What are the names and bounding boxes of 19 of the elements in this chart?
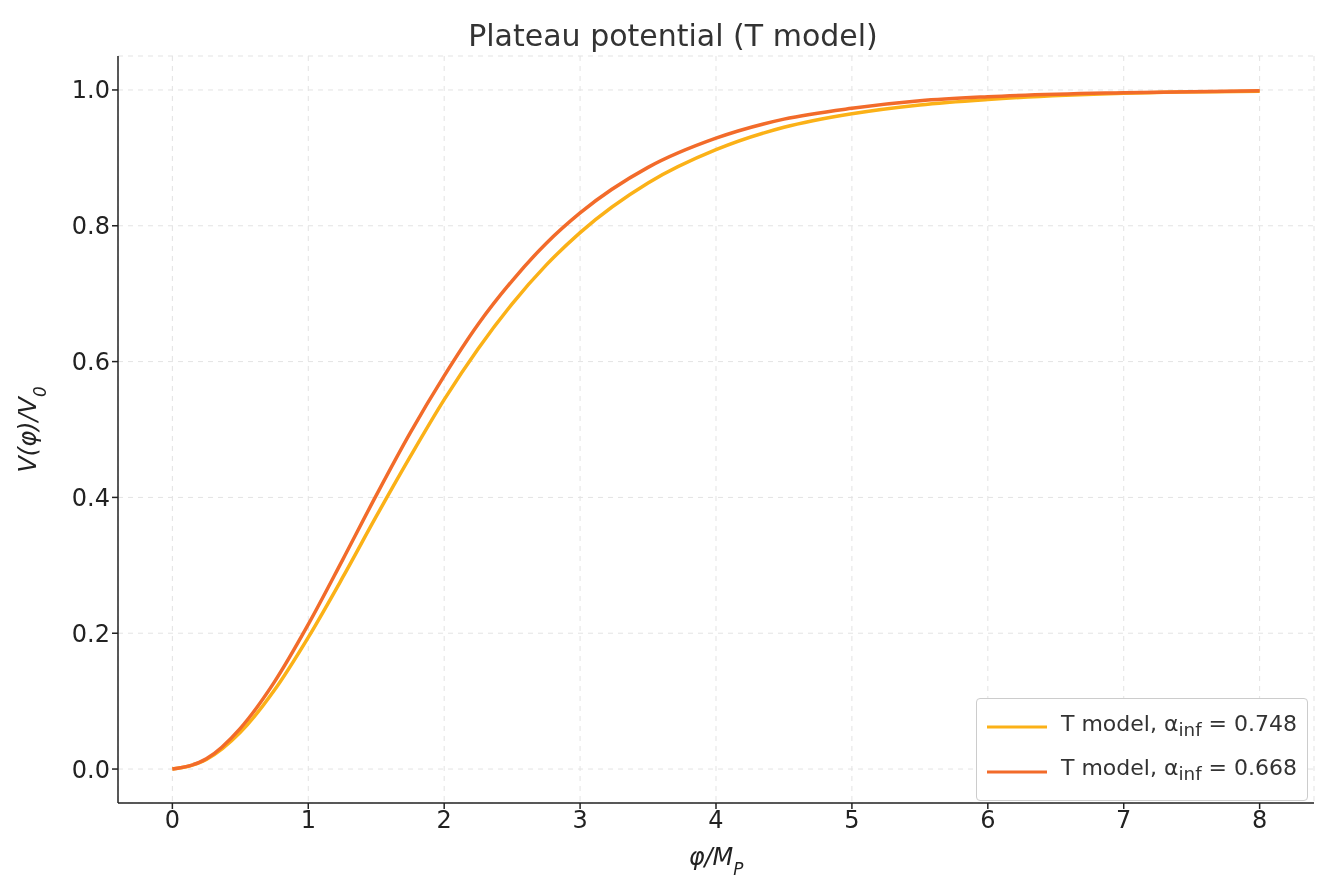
y-tick-label: 0.6 xyxy=(71,348,110,377)
x-tick-label: 1 xyxy=(300,806,316,835)
chart-title: Plateau potential (T model) xyxy=(468,18,878,53)
x-axis-title: φ/M$_{P}$ xyxy=(688,843,745,879)
x-tick-label: 3 xyxy=(572,806,588,835)
y-tick-label: 0.4 xyxy=(71,483,110,512)
legend-label: T model, α$_{inf}$ = 0.748 xyxy=(1060,710,1297,743)
x-tick-label: 0 xyxy=(164,806,180,835)
x-tick-label: 8 xyxy=(1252,806,1268,835)
y-tick-label: 0.2 xyxy=(71,619,110,648)
y-tick-label: 0.8 xyxy=(71,212,110,241)
legend-label: T model, α$_{inf}$ = 0.668 xyxy=(1060,754,1297,787)
x-tick-label: 7 xyxy=(1116,806,1132,835)
y-tick-label: 0.0 xyxy=(71,755,110,784)
x-tick-label: 5 xyxy=(844,806,860,835)
x-tick-label: 2 xyxy=(436,806,452,835)
x-tick-label: 4 xyxy=(708,806,724,835)
y-tick-label: 1.0 xyxy=(71,76,110,105)
x-tick-label: 6 xyxy=(980,806,996,835)
